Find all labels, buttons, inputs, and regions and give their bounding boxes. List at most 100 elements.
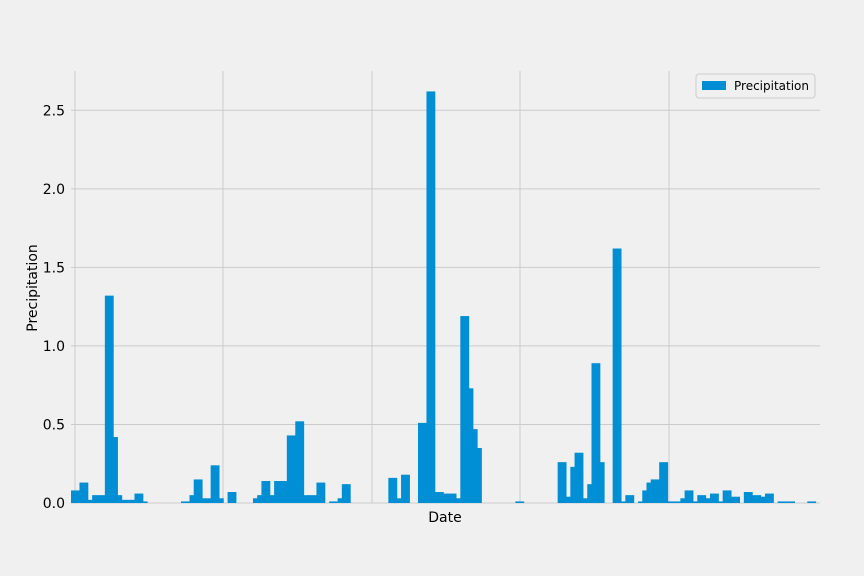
- precipitation-bar: [312, 495, 317, 503]
- precipitation-bar: [748, 492, 753, 503]
- x-axis-label: Date: [428, 510, 461, 526]
- precipitation-bar: [329, 501, 334, 503]
- y-axis-label: Precipitation: [25, 244, 41, 332]
- precipitation-bar: [599, 462, 605, 503]
- precipitation-bar: [515, 501, 520, 503]
- precipitation-bar: [346, 484, 351, 503]
- precipitation-bar: [138, 493, 144, 503]
- precipitation-bar: [426, 91, 432, 504]
- precipitation-bar: [709, 493, 715, 503]
- precipitation-bar: [269, 495, 275, 503]
- precipitation-bar: [726, 490, 732, 503]
- precipitation-bar: [71, 490, 76, 503]
- bar-series: [71, 91, 817, 504]
- precipitation-bar: [100, 495, 106, 503]
- precipitation-bar: [316, 482, 322, 503]
- precipitation-bar: [252, 498, 258, 503]
- precipitation-bar: [282, 481, 288, 503]
- precipitation-bar: [807, 501, 812, 503]
- precipitation-bar: [473, 429, 478, 503]
- precipitation-bar: [265, 481, 271, 503]
- precipitation-bar: [401, 474, 406, 503]
- precipitation-bar: [206, 498, 212, 503]
- precipitation-bar: [193, 479, 199, 503]
- precipitation-bar: [769, 493, 774, 503]
- precipitation-bar: [87, 499, 93, 503]
- precipitation-bar: [629, 495, 635, 503]
- precipitation-bar: [591, 363, 597, 503]
- precipitation-bar: [434, 492, 440, 503]
- precipitation-bar: [756, 495, 762, 503]
- precipitation-bar: [587, 484, 592, 503]
- precipitation-bar: [638, 501, 643, 503]
- precipitation-bar: [202, 498, 207, 503]
- precipitation-bar: [566, 496, 571, 503]
- precipitation-bar: [570, 466, 575, 503]
- precipitation-bar: [460, 316, 465, 503]
- precipitation-bar: [422, 422, 427, 503]
- precipitation-bar: [405, 474, 410, 503]
- precipitation-bar: [307, 495, 313, 503]
- precipitation-bar: [612, 248, 618, 503]
- precipitation-bar: [688, 490, 694, 503]
- precipitation-bar: [104, 295, 110, 503]
- precipitation-bar: [621, 501, 626, 503]
- precipitation-bar: [392, 477, 398, 503]
- precipitation-bar: [595, 363, 601, 503]
- precipitation-bar: [189, 495, 195, 503]
- precipitation-bar: [109, 295, 114, 503]
- precipitation-bar: [388, 477, 393, 503]
- precipitation-bar: [341, 484, 347, 503]
- precipitation-bar: [625, 495, 630, 503]
- precipitation-bar: [121, 499, 127, 503]
- precipitation-bar: [451, 493, 457, 503]
- precipitation-bar: [274, 481, 279, 503]
- precipitation-bar: [561, 462, 567, 503]
- precipitation-bar: [654, 479, 660, 503]
- y-tick-label: 0.0: [43, 496, 65, 512]
- y-tick-label: 2.5: [43, 103, 65, 119]
- legend-label: Precipitation: [734, 79, 809, 93]
- precipitation-bar: [227, 492, 233, 503]
- precipitation-bar: [646, 482, 652, 503]
- precipitation-bar: [75, 490, 80, 503]
- precipitation-bar: [113, 437, 118, 503]
- precipitation-bar: [781, 501, 787, 503]
- precipitation-bar: [714, 493, 719, 503]
- precipitation-bar: [764, 493, 770, 503]
- precipitation-bar: [684, 490, 690, 503]
- precipitation-bar: [286, 435, 292, 503]
- precipitation-bar: [299, 421, 305, 503]
- precipitation-bar: [697, 495, 702, 503]
- precipitation-bar: [79, 482, 85, 503]
- precipitation-bar: [574, 452, 580, 503]
- precipitation-bar: [396, 498, 402, 503]
- precipitation-bar: [659, 462, 664, 503]
- legend-swatch: [702, 81, 726, 90]
- precipitation-bar: [134, 493, 140, 503]
- precipitation-bar: [447, 493, 453, 503]
- precipitation-bar: [578, 452, 584, 503]
- precipitation-bar: [583, 498, 588, 503]
- precipitation-bar: [642, 490, 647, 503]
- precipitation-bar: [663, 462, 669, 503]
- precipitation-bar: [718, 501, 724, 503]
- precipitation-bar: [743, 492, 749, 503]
- precipitation-bar: [181, 501, 186, 503]
- precipitation-bar: [210, 465, 216, 503]
- y-tick-label: 0.5: [43, 417, 65, 433]
- y-axis-ticks: 0.0 0.5 1.0 1.5 2.0 2.5: [43, 103, 65, 512]
- precipitation-bar: [468, 388, 474, 503]
- precipitation-bar: [616, 248, 622, 503]
- precipitation-bar: [456, 498, 461, 503]
- precipitation-bar: [752, 495, 757, 503]
- y-tick-label: 1.0: [43, 339, 65, 355]
- precipitation-bar: [760, 496, 766, 503]
- legend: Precipitation: [695, 73, 816, 99]
- precipitation-bar: [443, 493, 449, 503]
- precipitation-bar: [519, 501, 525, 503]
- precipitation-bar: [130, 499, 135, 503]
- precipitation-bar: [261, 481, 267, 503]
